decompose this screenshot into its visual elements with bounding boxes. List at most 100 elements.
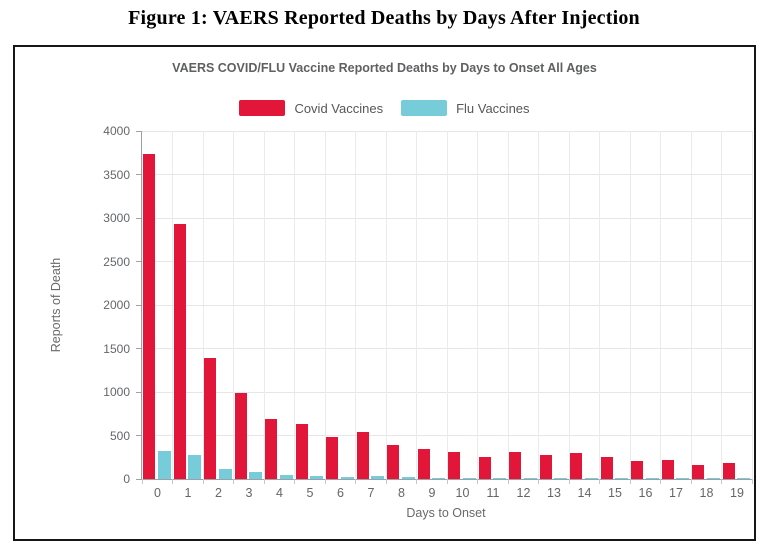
bar-covid-day-10	[448, 452, 460, 479]
bar-covid-day-3	[234, 392, 247, 479]
x-tick-mark	[690, 479, 692, 484]
bar-flu-day-13	[554, 478, 567, 479]
y-tick-label: 500	[109, 428, 130, 443]
x-tick-label: 3	[245, 486, 253, 500]
v-gridline	[538, 131, 539, 479]
x-tick-mark	[477, 479, 478, 484]
v-gridline	[416, 131, 417, 479]
bar-covid-day-12	[509, 452, 521, 479]
x-tick-label: 10	[455, 486, 470, 500]
x-tick-mark	[599, 479, 600, 484]
bar-flu-day-5	[310, 475, 323, 479]
x-tick-label: 16	[638, 486, 653, 500]
v-gridline	[568, 131, 570, 479]
x-tick-label: 1	[184, 486, 192, 500]
bar-flu-day-2	[218, 469, 232, 479]
y-axis-title: Reports of Death	[49, 257, 63, 353]
v-gridline	[446, 131, 448, 479]
legend: Covid Vaccines Flu Vaccines	[15, 100, 754, 116]
legend-label-covid: Covid Vaccines	[294, 100, 384, 116]
bar-flu-day-14	[584, 477, 598, 479]
y-tick-mark	[136, 391, 142, 393]
v-gridline	[385, 131, 387, 479]
y-tick-label: 4000	[103, 124, 130, 138]
y-tick-label: 1500	[103, 341, 130, 356]
figure-title: Figure 1: VAERS Reported Deaths by Days …	[128, 7, 640, 29]
v-gridline	[599, 131, 600, 479]
v-gridline	[751, 131, 753, 479]
bar-covid-day-9	[417, 449, 430, 479]
bar-flu-day-17	[676, 478, 689, 479]
v-gridline	[233, 131, 234, 479]
y-tick-label: 3000	[103, 211, 130, 225]
bar-flu-day-15	[615, 478, 628, 479]
x-tick-label: 15	[608, 486, 622, 500]
bar-covid-day-7	[356, 432, 369, 479]
bar-covid-day-19	[722, 463, 735, 479]
bar-flu-day-9	[432, 477, 445, 479]
x-tick-label: 11	[486, 486, 500, 500]
x-tick-mark	[263, 479, 265, 484]
bar-covid-day-1	[173, 224, 186, 479]
x-tick-mark	[507, 479, 509, 484]
bar-flu-day-11	[493, 478, 506, 479]
y-tick-mark	[136, 348, 142, 349]
v-gridline	[629, 131, 631, 479]
x-tick-label: 5	[306, 486, 314, 500]
legend-label-flu: Flu Vaccines	[456, 100, 530, 116]
bar-flu-day-18	[706, 478, 720, 479]
bar-covid-day-4	[265, 418, 277, 479]
chart-title: VAERS COVID/FLU Vaccine Reported Deaths …	[172, 61, 597, 75]
v-gridline	[507, 131, 509, 479]
x-tick-label: 4	[276, 486, 283, 500]
bar-flu-day-10	[462, 477, 476, 479]
x-tick-label: 17	[669, 486, 683, 500]
x-tick-mark	[324, 479, 326, 484]
x-tick-label: 14	[577, 486, 592, 500]
x-tick-label: 6	[337, 486, 344, 500]
x-tick-mark	[568, 479, 570, 484]
v-gridline	[721, 131, 722, 479]
x-tick-label: 9	[428, 486, 436, 500]
bar-flu-day-12	[523, 478, 537, 479]
v-gridline	[690, 131, 692, 479]
x-tick-label: 18	[699, 486, 714, 500]
y-tick-mark	[136, 435, 142, 436]
bar-flu-day-0	[157, 451, 171, 479]
x-tick-mark	[172, 479, 173, 484]
v-gridline	[263, 131, 265, 479]
bar-covid-day-0	[143, 153, 155, 479]
v-gridline	[324, 131, 326, 479]
x-tick-label: 8	[398, 486, 405, 500]
plot-area: 0 500 1000 1500 2000 2500 3000 3500 4000 0 1 2 3 4 5 6 7…	[103, 124, 753, 500]
y-tick-mark	[136, 261, 142, 262]
x-tick-label: 2	[215, 486, 222, 500]
v-gridline	[294, 131, 295, 479]
bar-covid-day-6	[326, 437, 338, 479]
y-tick-mark	[136, 174, 142, 175]
v-gridline	[202, 131, 204, 479]
y-tick-mark	[136, 304, 142, 306]
x-tick-mark	[385, 479, 387, 484]
v-gridline	[477, 131, 478, 479]
y-tick-mark	[136, 217, 142, 219]
bar-covid-day-8	[387, 445, 399, 479]
y-tick-label: 1000	[103, 385, 130, 399]
y-tick-mark	[136, 130, 142, 132]
x-axis-title: Days to Onset	[406, 506, 486, 520]
legend-swatch-covid	[239, 100, 286, 116]
y-tick-label: 0	[123, 472, 130, 486]
x-tick-label: 13	[547, 486, 561, 500]
x-tick-mark	[233, 479, 234, 484]
bar-covid-day-14	[570, 453, 582, 479]
bar-flu-day-8	[401, 477, 415, 479]
x-tick-mark	[446, 479, 448, 484]
x-tick-mark	[751, 479, 753, 484]
x-tick-label: 7	[367, 486, 375, 500]
bar-flu-day-4	[279, 475, 293, 479]
bar-covid-day-2	[204, 358, 216, 479]
bar-flu-day-19	[737, 478, 750, 479]
x-tick-mark	[294, 479, 295, 484]
x-tick-label: 12	[516, 486, 531, 500]
x-tick-mark	[141, 479, 143, 484]
